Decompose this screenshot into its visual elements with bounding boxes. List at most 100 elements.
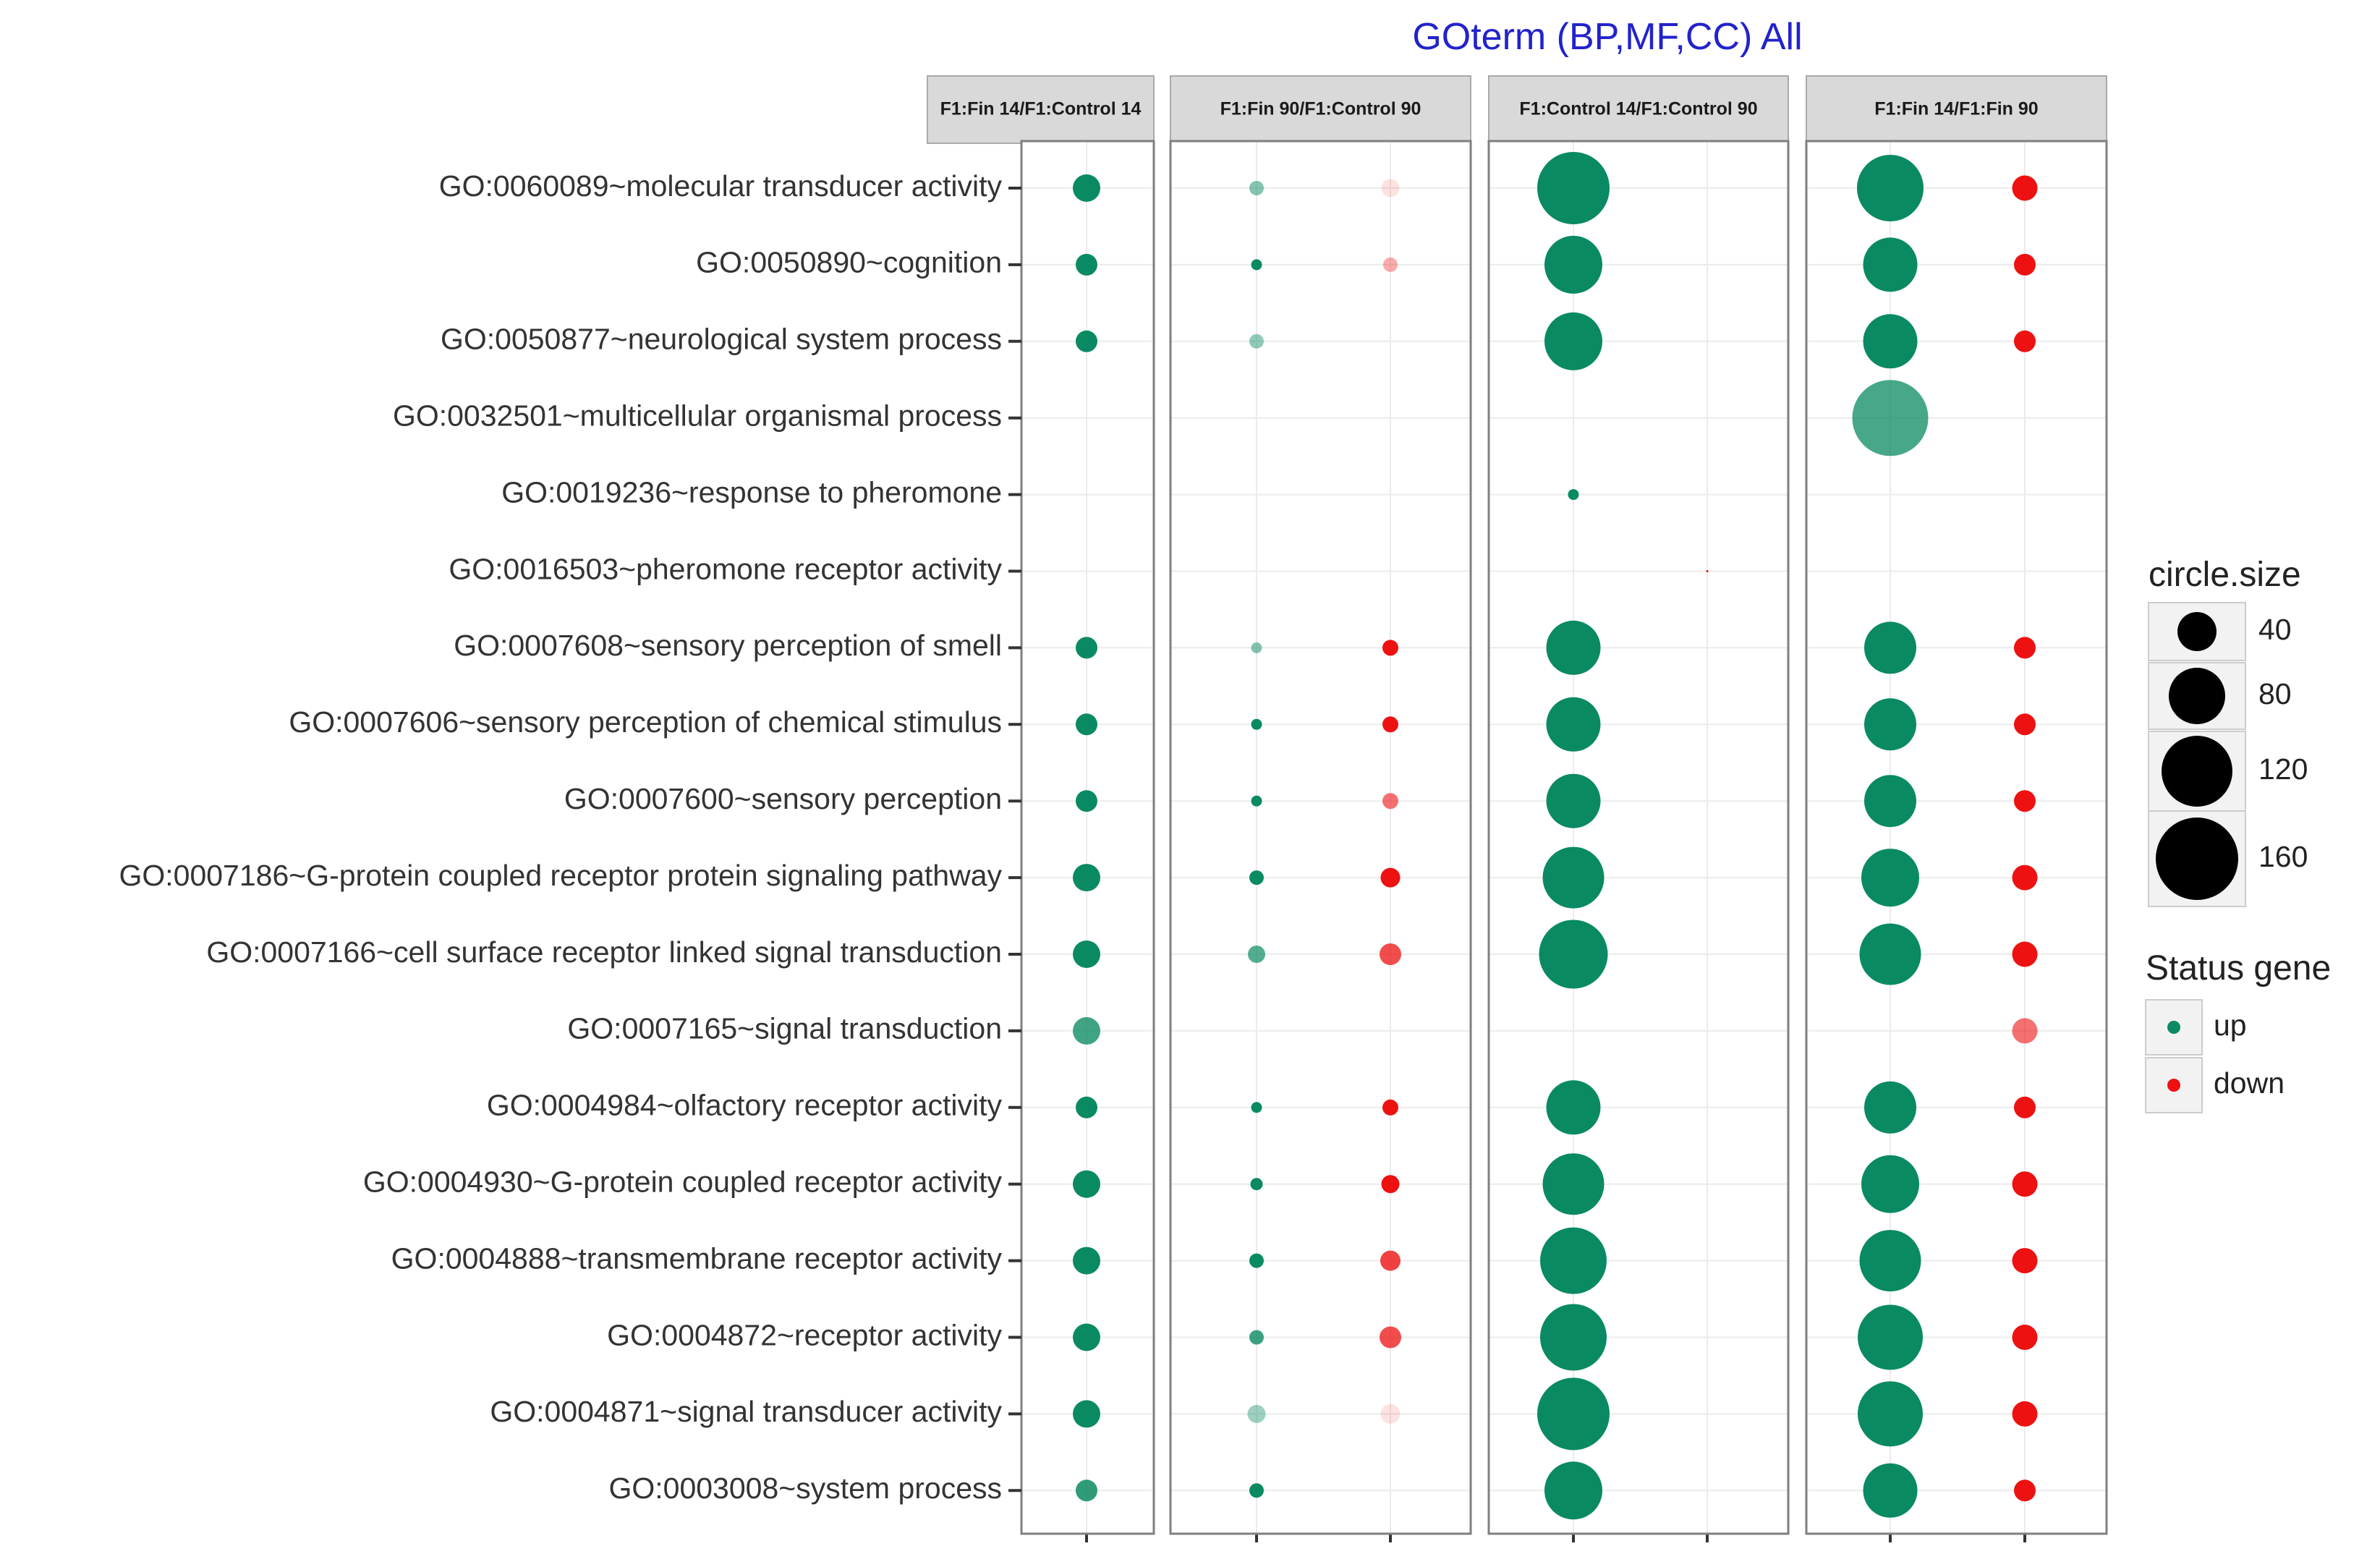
point-up (1546, 697, 1601, 752)
point-down (2014, 637, 2036, 659)
point-up (1073, 864, 1100, 892)
point-down (2012, 941, 2038, 967)
point-up (1863, 314, 1918, 369)
point-down (1380, 943, 1401, 965)
point-up (1076, 1479, 1097, 1502)
strip-1 (927, 75, 1155, 144)
point-up (1859, 923, 1921, 985)
row-label: GO:0050890~cognition (696, 246, 1002, 279)
point-up (1251, 1102, 1262, 1113)
point-down (2014, 713, 2036, 736)
panel-1: F1:Fin 14/F1:Control 14 (927, 75, 1155, 1542)
point-down (1381, 1175, 1400, 1194)
point-up (1073, 1170, 1100, 1198)
point-up (1858, 1381, 1923, 1447)
row-label: GO:0004871~signal transducer activity (490, 1395, 1002, 1428)
point-down (1380, 1326, 1401, 1349)
strip-2 (1170, 75, 1471, 144)
size-legend-title: circle.size (2149, 556, 2301, 594)
point-up (1076, 1096, 1097, 1118)
strip-4 (1806, 75, 2107, 144)
point-up (1544, 312, 1602, 370)
panel-border (1020, 140, 1155, 1535)
point-up (1544, 235, 1602, 294)
size-legend-dot (2162, 736, 2232, 807)
point-up (1542, 1153, 1605, 1215)
panel-bg (1806, 141, 2107, 1534)
point-up (1864, 1081, 1916, 1134)
point-up (1073, 174, 1100, 202)
row-label: GO:0007608~sensory perception of smell (454, 629, 1002, 662)
point-down (2014, 253, 2036, 276)
point-up (1073, 940, 1100, 968)
status-legend-dot-down (2167, 1079, 2180, 1092)
size-legend-dot (2177, 612, 2217, 651)
point-down (1381, 179, 1400, 198)
point-up (1546, 620, 1601, 675)
row-label: GO:0007186~G-protein coupled receptor pr… (119, 859, 1002, 892)
point-up (1073, 1323, 1100, 1351)
point-up (1073, 1016, 1100, 1045)
point-up (1249, 1330, 1264, 1345)
point-up (1864, 775, 1916, 828)
panel-bg (1489, 141, 1788, 1534)
point-down (2014, 330, 2036, 352)
point-up (1864, 698, 1916, 751)
row-label: GO:0050877~neurological system process (441, 323, 1002, 356)
row-label: GO:0032501~multicellular organismal proc… (393, 399, 1002, 433)
point-up (1249, 870, 1264, 886)
panel-border (1169, 140, 1472, 1535)
strip-label-4: F1:Fin 14/F1:Fin 90 (1874, 99, 2038, 119)
point-down (2012, 865, 2038, 891)
point-up (1076, 637, 1097, 659)
panel-3: F1:Control 14/F1:Control 90 (1487, 75, 1790, 1542)
row-label: GO:0019236~response to pheromone (501, 475, 1002, 509)
strip-label-2: F1:Fin 90/F1:Control 90 (1220, 99, 1421, 119)
point-up (1247, 1404, 1266, 1423)
strip-label-3: F1:Control 14/F1:Control 90 (1519, 99, 1757, 119)
panel-border (1805, 140, 2108, 1535)
point-up (1251, 795, 1262, 807)
row-label: GO:0004872~receptor activity (607, 1318, 1002, 1351)
row-label: GO:0060089~molecular transducer activity (439, 169, 1003, 203)
status-legend-label-down: down (2214, 1066, 2285, 1100)
point-up (1858, 1304, 1923, 1370)
point-up (1861, 1155, 1919, 1213)
point-down (1380, 1403, 1401, 1424)
point-up (1251, 718, 1262, 730)
size-legend-dot (2169, 668, 2225, 724)
point-up (1073, 1400, 1100, 1428)
point-up (1073, 1247, 1100, 1275)
facet-panels: F1:Fin 14/F1:Control 14 F1:Fin 90/F1:Cont… (927, 75, 2108, 1542)
point-up (1863, 1463, 1918, 1518)
point-up (1852, 380, 1929, 456)
panel-bg (1021, 141, 1154, 1534)
point-down (1382, 793, 1398, 810)
point-down (1382, 640, 1398, 656)
point-up (1249, 1483, 1264, 1498)
row-label: GO:0007606~sensory perception of chemica… (289, 705, 1002, 739)
size-legend-label: 160 (2258, 840, 2308, 873)
point-up (1250, 1178, 1263, 1191)
row-label: GO:0007600~sensory perception (564, 782, 1002, 815)
row-label: GO:0004930~G-protein coupled receptor ac… (363, 1165, 1003, 1199)
point-up (1864, 621, 1916, 674)
point-up (1248, 946, 1265, 963)
point-up (1249, 181, 1264, 195)
size-legend-label: 80 (2258, 677, 2292, 710)
status-legend-label-up: up (2214, 1008, 2247, 1042)
point-up (1076, 713, 1097, 736)
point-up (1540, 1227, 1607, 1294)
panel-border (1487, 140, 1790, 1535)
chart-title: GOterm (BP,MF,CC) All (1412, 16, 1802, 58)
point-up (1076, 330, 1097, 352)
size-legend-dot (2156, 818, 2238, 900)
point-up (1249, 1253, 1264, 1268)
point-up (1537, 152, 1610, 224)
point-up (1537, 1377, 1610, 1451)
row-label: GO:0007166~cell surface receptor linked … (206, 935, 1002, 969)
point-up (1861, 849, 1919, 907)
point-down (2012, 175, 2038, 201)
row-label: GO:0004888~transmembrane receptor activi… (391, 1241, 1003, 1275)
